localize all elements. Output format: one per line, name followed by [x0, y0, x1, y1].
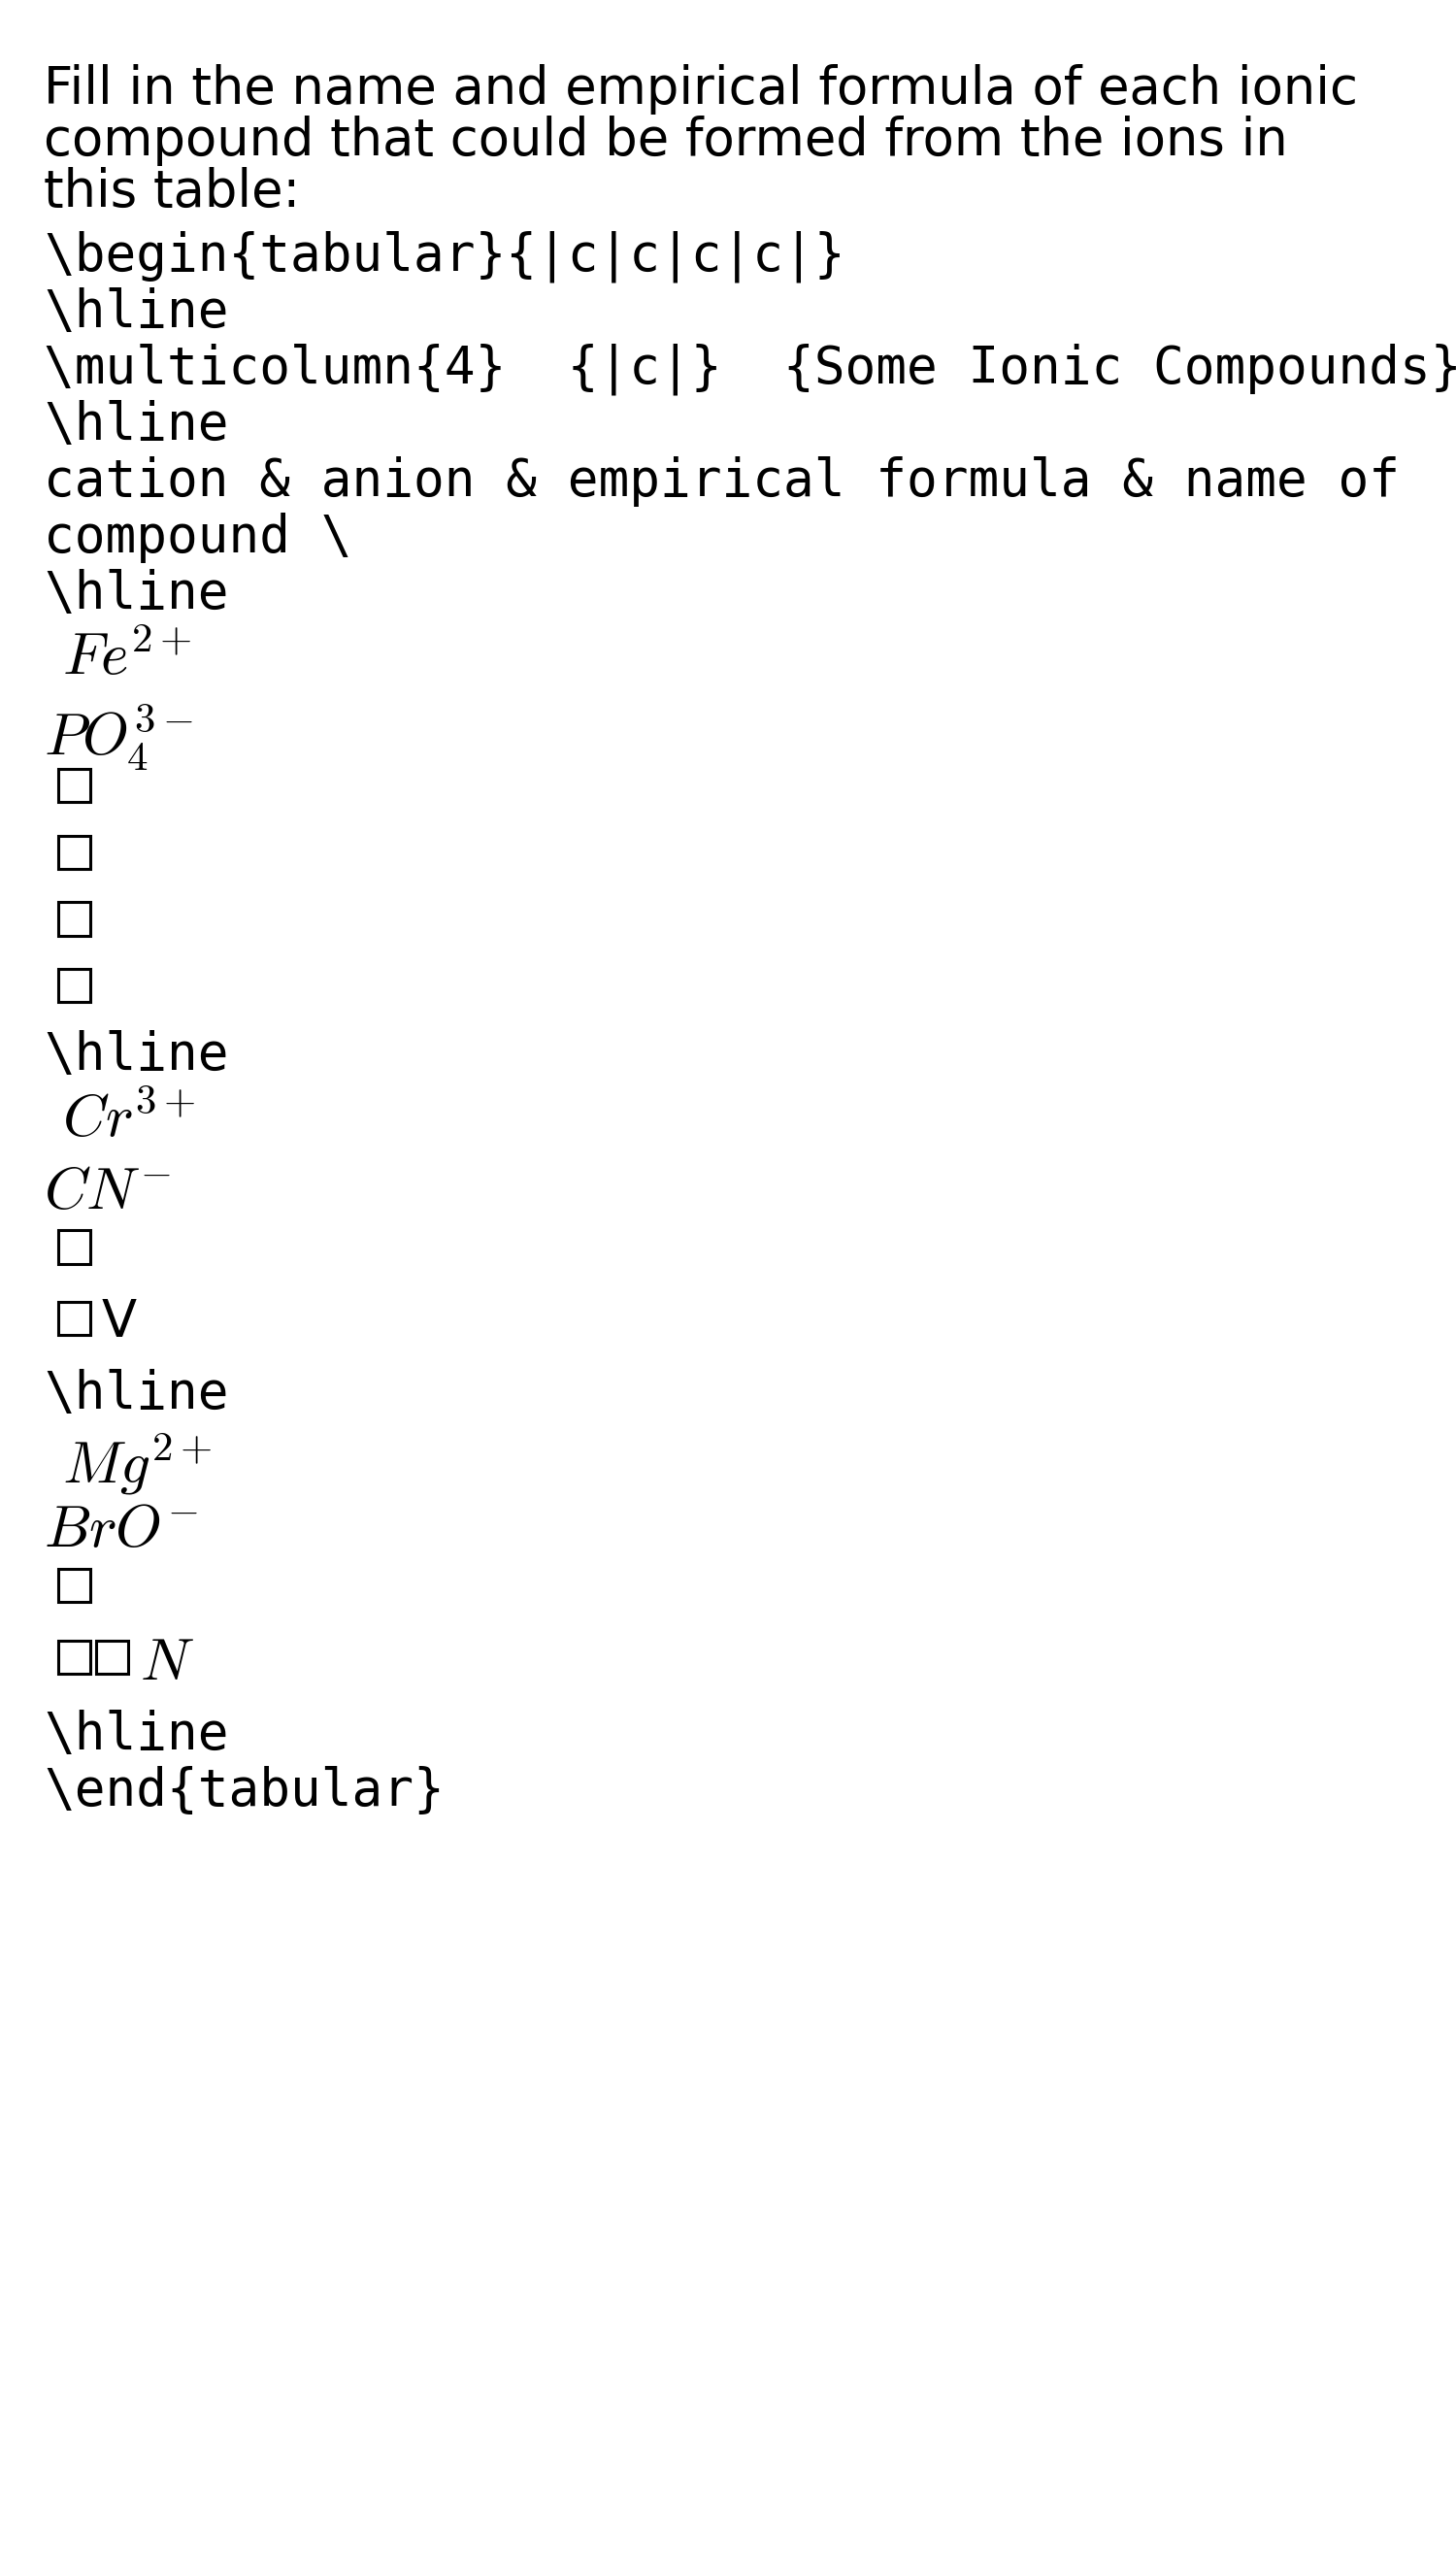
Text: \hline: \hline [44, 287, 229, 338]
Text: $PO_4^{3-}$: $PO_4^{3-}$ [44, 702, 194, 771]
Bar [58, 836, 90, 869]
Text: V: V [102, 1297, 137, 1348]
Text: \hline: \hline [44, 400, 229, 451]
Text: $Mg^{2+}$: $Mg^{2+}$ [44, 1430, 213, 1497]
Text: $BrO^{-}$: $BrO^{-}$ [44, 1502, 198, 1558]
Text: \end{tabular}: \end{tabular} [44, 1766, 444, 1817]
Bar [58, 769, 90, 802]
Text: \hline: \hline [44, 569, 229, 620]
Text: cation & anion & empirical formula & name of: cation & anion & empirical formula & nam… [44, 456, 1399, 507]
Bar [58, 1640, 90, 1674]
Text: \hline: \hline [44, 1710, 229, 1761]
Text: \begin{tabular}{|c|c|c|c|}: \begin{tabular}{|c|c|c|c|} [44, 231, 844, 282]
Text: $\mathit{N}$: $\mathit{N}$ [140, 1635, 194, 1692]
Text: $Cr^{3+}$: $Cr^{3+}$ [44, 1092, 195, 1148]
Bar [58, 902, 90, 935]
Text: \hline: \hline [44, 1030, 229, 1082]
Text: this table:: this table: [44, 167, 300, 218]
Text: $CN^{-}$: $CN^{-}$ [44, 1164, 172, 1220]
Bar [96, 1640, 128, 1674]
Text: \multicolumn{4}  {|c|}  {Some Ionic Compounds} \: \multicolumn{4} {|c|} {Some Ionic Compou… [44, 343, 1456, 395]
Text: $Fe^{2+}$: $Fe^{2+}$ [44, 630, 192, 687]
Text: Fill in the name and empirical formula of each ionic: Fill in the name and empirical formula o… [44, 64, 1358, 115]
Bar [58, 1302, 90, 1335]
Text: compound that could be formed from the ions in: compound that could be formed from the i… [44, 115, 1287, 167]
Text: compound \: compound \ [44, 513, 352, 564]
Text: \hline: \hline [44, 1369, 229, 1420]
Bar [58, 969, 90, 1002]
Bar [58, 1569, 90, 1602]
Bar [58, 1230, 90, 1264]
